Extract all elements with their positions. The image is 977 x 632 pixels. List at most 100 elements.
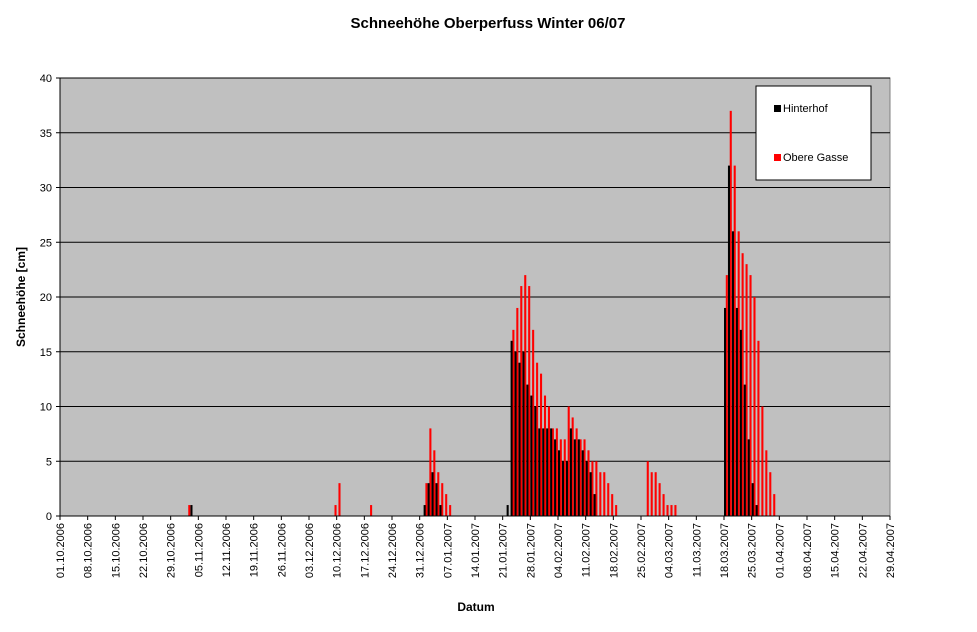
bar-hinterhof bbox=[577, 439, 580, 516]
x-tick-label: 04.02.2007 bbox=[553, 523, 565, 578]
bar-obere-gasse bbox=[536, 362, 539, 516]
bar-obere-gasse bbox=[532, 329, 535, 516]
bar-hinterhof bbox=[546, 428, 549, 516]
bar-hinterhof bbox=[735, 307, 738, 516]
bar-obere-gasse bbox=[607, 483, 610, 516]
bar-obere-gasse bbox=[425, 483, 428, 516]
y-tick-label: 15 bbox=[40, 347, 52, 359]
bar-obere-gasse bbox=[429, 428, 432, 516]
y-tick-label: 40 bbox=[40, 73, 52, 85]
bar-obere-gasse bbox=[603, 472, 606, 516]
x-tick-label: 15.10.2006 bbox=[110, 523, 122, 578]
bar-hinterhof bbox=[534, 406, 537, 516]
bar-hinterhof bbox=[727, 165, 731, 516]
bar-obere-gasse bbox=[579, 439, 582, 516]
bar-obere-gasse bbox=[551, 428, 554, 516]
bar-hinterhof bbox=[731, 231, 734, 517]
bar-hinterhof bbox=[554, 439, 557, 516]
bar-hinterhof bbox=[522, 351, 525, 516]
x-tick-label: 11.03.2007 bbox=[691, 523, 703, 577]
x-tick-label: 22.04.2007 bbox=[857, 523, 869, 578]
bar-obere-gasse bbox=[370, 505, 373, 516]
bar-obere-gasse bbox=[595, 461, 598, 516]
bar-hinterhof bbox=[739, 329, 742, 516]
x-axis-label: Datum bbox=[457, 600, 494, 614]
bar-hinterhof bbox=[747, 439, 750, 516]
bar-hinterhof bbox=[435, 483, 438, 516]
legend-swatch-hinterhof bbox=[774, 105, 781, 112]
bar-obere-gasse bbox=[567, 406, 570, 516]
bar-hinterhof bbox=[569, 428, 572, 516]
bar-obere-gasse bbox=[615, 505, 618, 516]
bar-hinterhof bbox=[542, 428, 545, 516]
bar-obere-gasse bbox=[674, 505, 677, 516]
bar-hinterhof bbox=[743, 384, 746, 516]
x-tick-label: 03.12.2006 bbox=[304, 523, 316, 578]
bar-hinterhof bbox=[558, 450, 561, 516]
bar-hinterhof bbox=[514, 351, 517, 516]
x-tick-label: 05.11.2006 bbox=[193, 523, 205, 577]
bar-hinterhof bbox=[751, 483, 754, 516]
bar-obere-gasse bbox=[528, 286, 531, 516]
gridlines bbox=[60, 77, 890, 462]
bar-obere-gasse bbox=[658, 483, 661, 516]
bar-obere-gasse bbox=[547, 406, 550, 516]
x-tick-label: 10.12.2006 bbox=[332, 523, 344, 578]
x-tick-label: 25.03.2007 bbox=[747, 523, 759, 578]
bar-hinterhof bbox=[573, 439, 576, 516]
legend: Hinterhof Obere Gasse bbox=[755, 85, 872, 181]
bar-hinterhof bbox=[593, 494, 596, 516]
bar-obere-gasse bbox=[441, 483, 444, 516]
bar-obere-gasse bbox=[670, 505, 673, 516]
x-tick-label: 14.01.2007 bbox=[470, 523, 482, 578]
x-tick-label: 12.11.2006 bbox=[221, 523, 233, 577]
bar-obere-gasse bbox=[761, 406, 764, 516]
bar-obere-gasse bbox=[334, 505, 337, 516]
bar-obere-gasse bbox=[769, 472, 772, 516]
x-tick-label: 22.10.2006 bbox=[138, 523, 150, 578]
bar-obere-gasse bbox=[745, 264, 748, 516]
y-tick-label: 20 bbox=[40, 292, 52, 304]
x-tick-label: 29.04.2007 bbox=[885, 523, 897, 578]
x-tick-label: 15.04.2007 bbox=[830, 523, 842, 578]
bar-obere-gasse bbox=[749, 275, 752, 516]
bar-obere-gasse bbox=[583, 439, 586, 516]
bar-hinterhof bbox=[431, 472, 434, 516]
bar-hinterhof bbox=[755, 505, 758, 516]
bar-obere-gasse bbox=[338, 483, 341, 516]
bar-obere-gasse bbox=[188, 505, 191, 516]
x-tick-label: 29.10.2006 bbox=[166, 523, 178, 578]
bar-hinterhof bbox=[530, 395, 533, 516]
y-tick-label: 25 bbox=[40, 237, 52, 249]
bar-obere-gasse bbox=[571, 417, 574, 516]
bar-obere-gasse bbox=[587, 450, 590, 516]
bar-hinterhof bbox=[538, 428, 541, 516]
bar-obere-gasse bbox=[737, 231, 740, 517]
x-tick-label: 07.01.2007 bbox=[442, 523, 454, 578]
x-tick-label: 17.12.2006 bbox=[359, 523, 371, 578]
y-tick-label: 0 bbox=[46, 511, 52, 523]
legend-box bbox=[755, 85, 872, 181]
bar-obere-gasse bbox=[445, 494, 448, 516]
bar-obere-gasse bbox=[773, 494, 776, 516]
legend-swatch-obere-gasse bbox=[774, 154, 781, 161]
x-tick-label: 08.10.2006 bbox=[83, 523, 95, 578]
bar-obere-gasse bbox=[725, 275, 728, 516]
bar-obere-gasse bbox=[516, 307, 519, 516]
x-tick-label: 28.01.2007 bbox=[525, 523, 537, 578]
bar-hinterhof bbox=[439, 505, 442, 516]
bar-obere-gasse bbox=[563, 439, 566, 516]
series-hinterhof bbox=[190, 165, 758, 517]
bar-obere-gasse bbox=[437, 472, 440, 516]
bar-hinterhof bbox=[506, 505, 509, 516]
bar-obere-gasse bbox=[555, 428, 558, 516]
bar-obere-gasse bbox=[611, 494, 614, 516]
bar-hinterhof bbox=[585, 461, 588, 516]
x-tick-label: 25.02.2007 bbox=[636, 523, 648, 578]
y-tick-label: 5 bbox=[46, 456, 52, 468]
bar-hinterhof bbox=[423, 505, 426, 516]
x-tick-label: 08.04.2007 bbox=[802, 523, 814, 578]
x-tick-label: 18.03.2007 bbox=[719, 523, 731, 578]
bar-hinterhof bbox=[581, 450, 584, 516]
